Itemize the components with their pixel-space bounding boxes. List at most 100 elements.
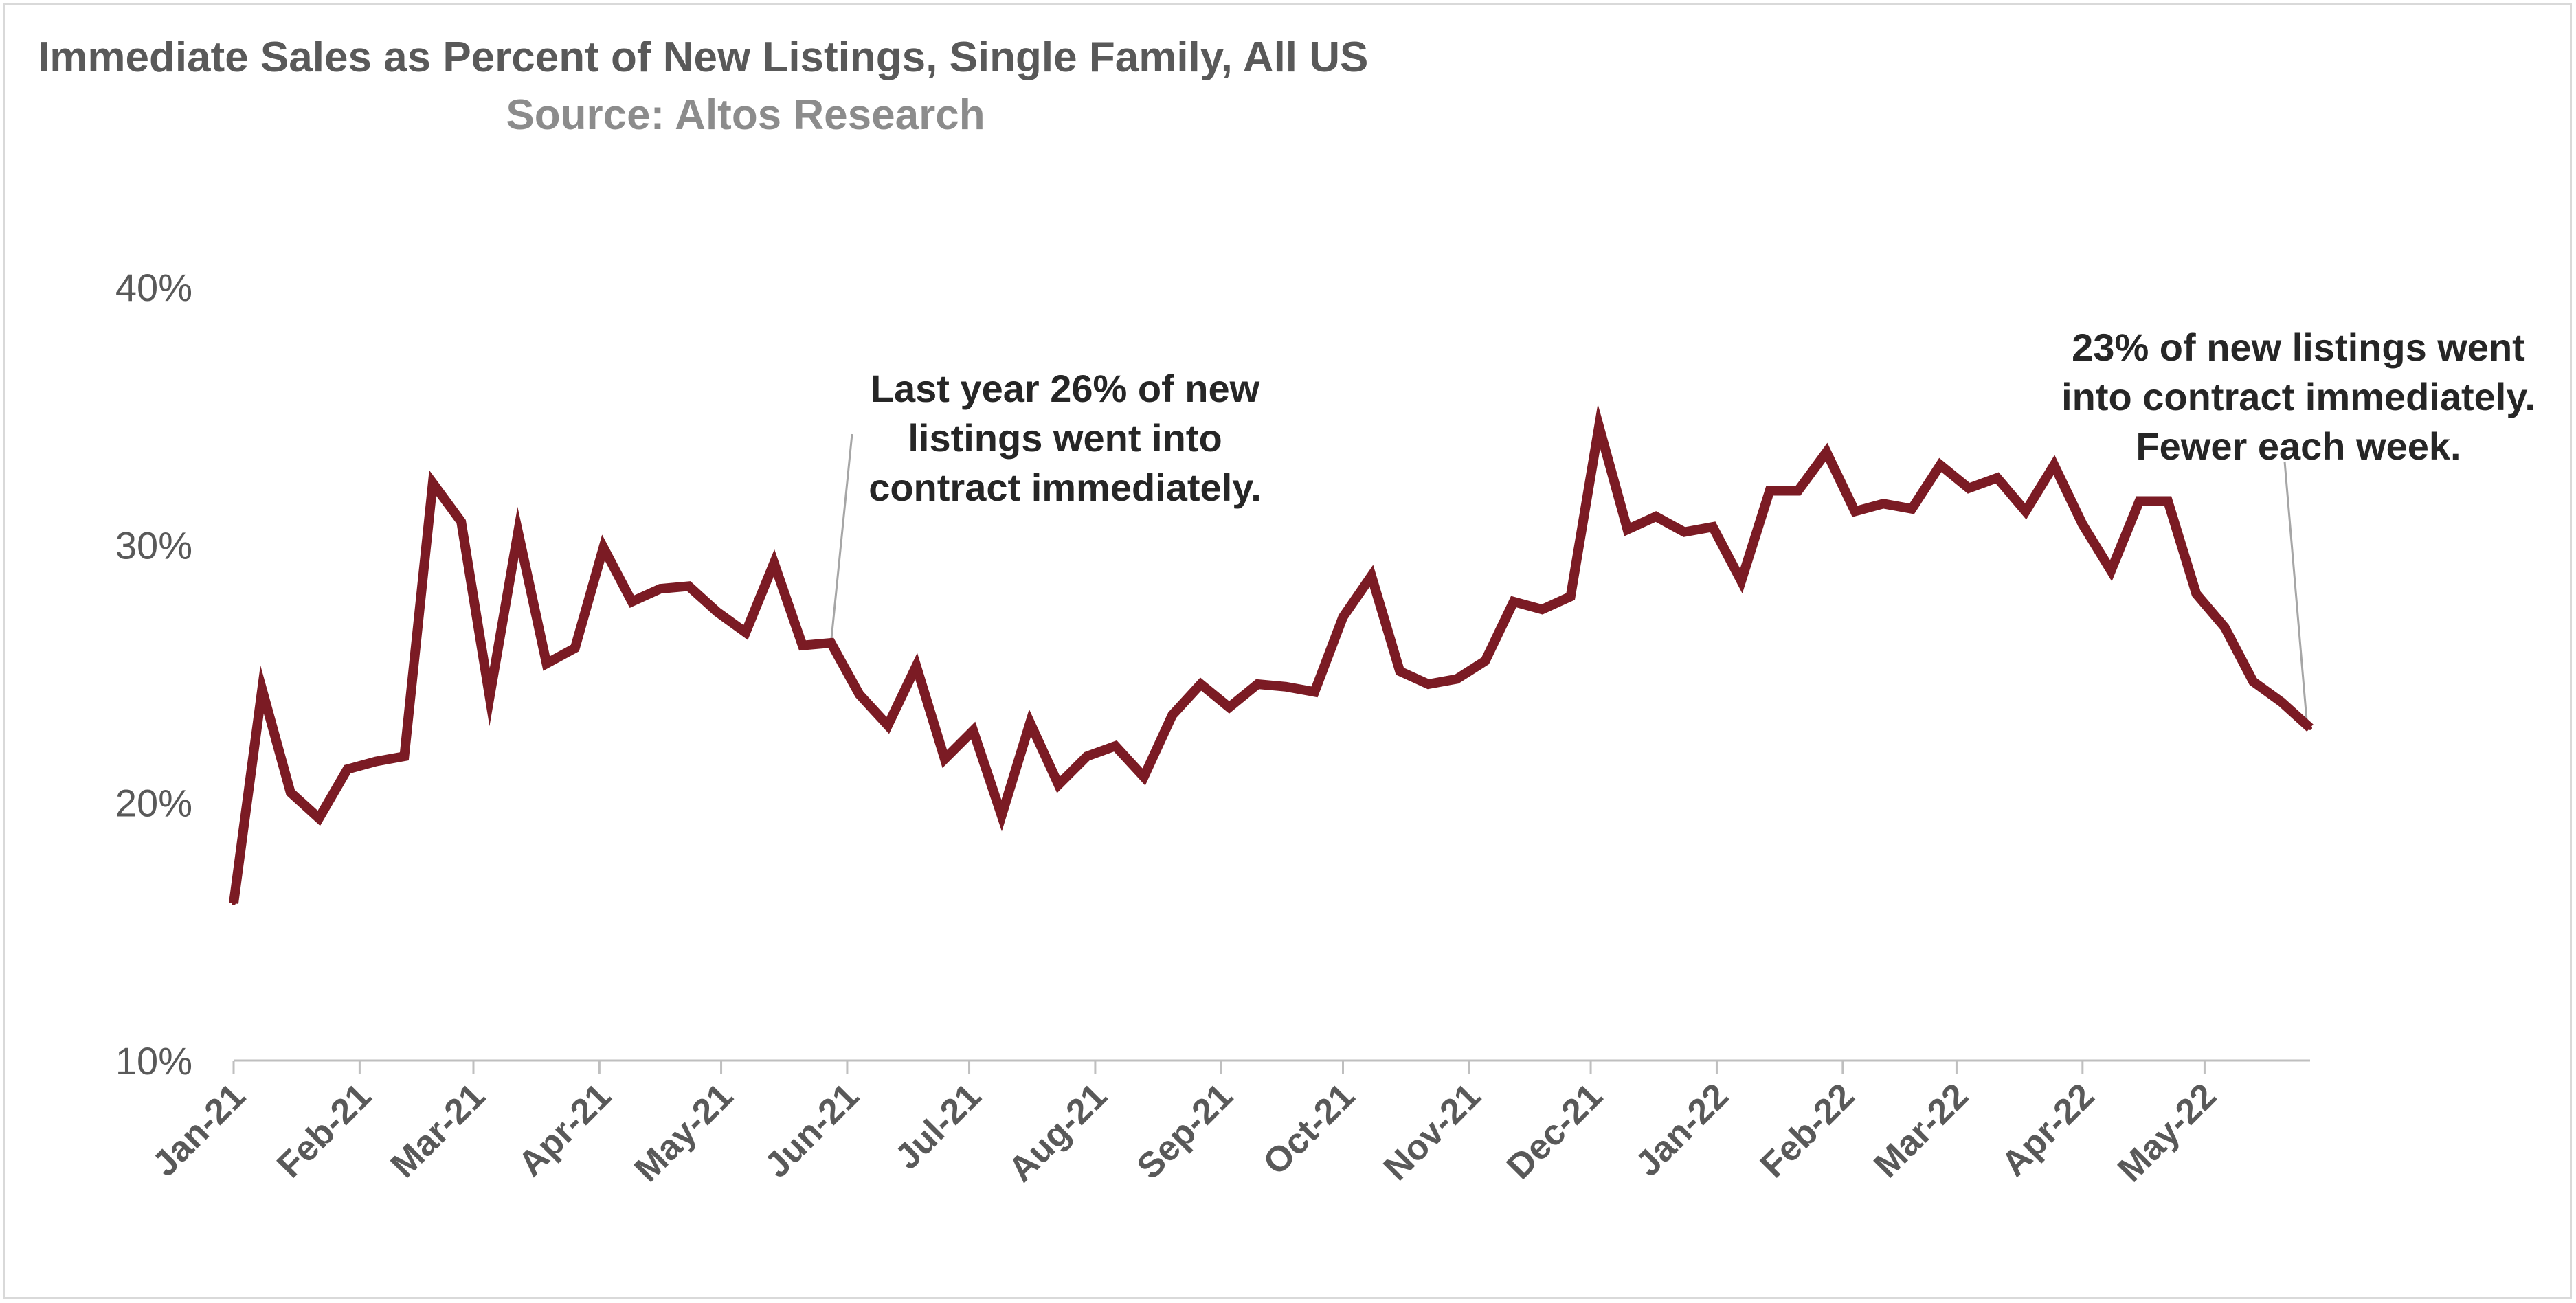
data-point (971, 728, 976, 733)
data-point (2024, 509, 2028, 514)
data-point (1398, 669, 1402, 674)
data-point (2109, 568, 2114, 573)
annotation-leader-line (2283, 461, 2309, 729)
x-tick-label: Oct-21 (1256, 1076, 1363, 1182)
x-tick-label: Jan-21 (145, 1076, 254, 1184)
x-tick-label: May-21 (627, 1076, 741, 1190)
data-point (1028, 721, 1033, 725)
data-point (1455, 677, 1459, 681)
data-point (1540, 607, 1545, 612)
data-point (459, 519, 464, 524)
data-point (1938, 462, 1942, 467)
data-point (1511, 599, 1516, 604)
data-point (886, 723, 891, 728)
x-tick-label: Dec-21 (1499, 1076, 1611, 1187)
chart-subtitle: Source: Altos Research (506, 91, 985, 139)
data-point (487, 694, 492, 699)
data-point (1682, 530, 1687, 534)
y-tick-label: 30% (115, 523, 192, 567)
x-tick-label: Jul-21 (888, 1076, 989, 1177)
data-point (1967, 486, 1971, 490)
annotation-text: listings went into (908, 416, 1222, 460)
data-point (629, 599, 634, 604)
x-tick-label: Sep-21 (1130, 1076, 1241, 1187)
x-tick-label: Mar-22 (1866, 1076, 1976, 1186)
data-point (914, 664, 919, 668)
x-tick-label: Feb-21 (269, 1076, 379, 1186)
data-point (1653, 514, 1658, 519)
data-point (345, 767, 350, 771)
data-point (772, 560, 776, 565)
data-point (2137, 499, 2142, 503)
data-point (1369, 574, 1374, 578)
x-tick-label: Feb-22 (1753, 1076, 1863, 1186)
data-point (743, 630, 748, 635)
y-axis: 10% 20% 30% 40% (115, 266, 192, 1083)
data-point (288, 790, 293, 795)
data-point (1767, 488, 1772, 493)
data-point (2194, 591, 2199, 596)
data-point (1312, 690, 1317, 694)
data-point (1170, 713, 1175, 718)
data-point (2080, 522, 2085, 527)
data-point (430, 481, 435, 486)
x-tick-label: Nov-21 (1376, 1076, 1489, 1188)
x-tick-label: Apr-22 (1994, 1076, 2102, 1183)
data-point (1597, 424, 1602, 429)
data-point (1084, 754, 1089, 759)
data-point (1568, 594, 1573, 599)
data-point (1341, 615, 1345, 620)
data-point (1141, 775, 1146, 780)
data-point (1284, 684, 1288, 689)
data-point (999, 813, 1004, 818)
annotation-text: into contract immediately. (2061, 375, 2535, 418)
data-point (2222, 625, 2227, 630)
data-point (1113, 744, 1118, 749)
y-tick-label: 10% (115, 1039, 192, 1083)
data-point (1795, 488, 1800, 493)
data-point (2279, 700, 2284, 705)
data-point (800, 643, 805, 648)
y-tick-label: 40% (115, 266, 192, 309)
data-point (402, 754, 407, 759)
data-point (1198, 682, 1203, 687)
x-axis: Jan-21 Feb-21 Mar-21 Apr-21 May-21 Jun-21 Jul-… (145, 1059, 2310, 1190)
data-point (2166, 499, 2171, 503)
chart-frame (3, 3, 2572, 1299)
data-point (373, 759, 378, 764)
data-point (1483, 659, 1488, 664)
x-tick-label: May-22 (2110, 1076, 2224, 1190)
data-point (544, 661, 549, 666)
x-tick-label: Aug-21 (1001, 1076, 1115, 1190)
annotation-leader-line (830, 433, 853, 639)
series-line (229, 404, 2314, 904)
data-point (1739, 578, 1744, 583)
annotation-text: Fewer each week. (2136, 424, 2461, 468)
data-point (515, 530, 520, 534)
data-point (317, 816, 322, 821)
data-point (1852, 509, 1857, 514)
data-point (2251, 679, 2256, 684)
x-tick-label: Jan-22 (1628, 1076, 1736, 1184)
data-point (2308, 725, 2312, 730)
data-point (1227, 705, 1231, 710)
data-point (1995, 475, 2000, 480)
data-point (715, 609, 719, 614)
data-point (572, 646, 577, 650)
data-point (1625, 527, 1630, 532)
data-point (601, 545, 606, 550)
annotation-text: 23% of new listings went (2072, 326, 2525, 369)
data-point (1255, 682, 1260, 687)
y-tick-label: 20% (115, 782, 192, 825)
annotations: Last year 26% of new listings went into co… (830, 326, 2535, 729)
x-tick-label: Apr-21 (511, 1076, 618, 1183)
x-tick-label: Jun-21 (757, 1076, 867, 1186)
data-point (658, 587, 662, 591)
data-point (1056, 782, 1061, 787)
data-point (942, 756, 947, 761)
data-point (2052, 462, 2057, 467)
data-point (232, 901, 236, 906)
data-point (1426, 682, 1431, 687)
data-point (1824, 450, 1829, 455)
